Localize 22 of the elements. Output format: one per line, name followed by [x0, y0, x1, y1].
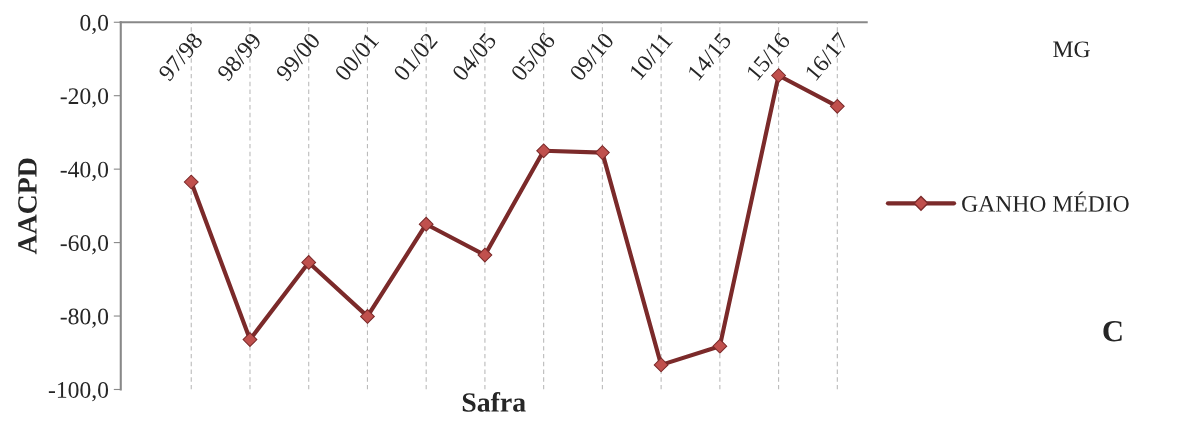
- y-axis-title: AACPD: [18, 158, 37, 255]
- y-tick-label: -100,0: [48, 381, 109, 402]
- point: [712, 338, 728, 354]
- point: [183, 174, 199, 190]
- point: [594, 145, 610, 161]
- point: [536, 143, 552, 159]
- point: [242, 332, 258, 347]
- y-tick-label: -40,0: [60, 161, 109, 181]
- point: [829, 98, 845, 114]
- point: [360, 309, 375, 324]
- point: [418, 216, 434, 232]
- y-tick-label: -60,0: [60, 235, 109, 255]
- point: [301, 255, 317, 270]
- legend-label: GANHO MÉDIO: [962, 191, 1129, 212]
- x-axis-title: Safra: [462, 391, 526, 412]
- point: [477, 247, 493, 263]
- text: C: [1103, 320, 1122, 342]
- point: [653, 357, 669, 373]
- text: MG: [1053, 41, 1090, 58]
- y-tick-label: -20,0: [60, 88, 109, 108]
- y-tick-label: -80,0: [60, 308, 109, 328]
- y-tick-label: 0,0: [80, 14, 109, 35]
